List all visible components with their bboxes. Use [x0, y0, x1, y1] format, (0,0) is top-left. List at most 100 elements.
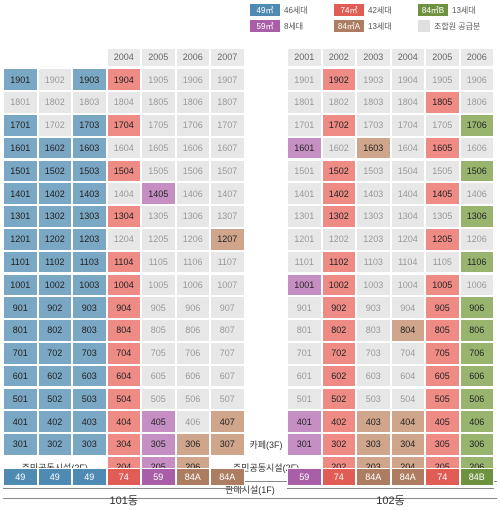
- unit-cell: 1601: [3, 136, 38, 160]
- unit-cell: 1603: [356, 136, 391, 160]
- unit-cell: 1904: [390, 68, 425, 92]
- divider: [287, 488, 494, 489]
- unit-cell: 503: [356, 387, 391, 411]
- unit-cell: 1105: [425, 250, 460, 274]
- unit-cell: 706: [459, 341, 494, 365]
- unit-cell: 1301: [287, 205, 322, 228]
- unit-cell: 1302: [321, 205, 356, 228]
- unit-cell: 502: [321, 387, 356, 411]
- unit-cell: 403: [356, 410, 391, 434]
- cafe-label: 카페(3F): [249, 439, 283, 450]
- unit-type-bar: 59: [141, 468, 176, 486]
- column-header: 2001: [287, 47, 322, 68]
- unit-cell: 1201: [3, 227, 38, 251]
- community-facility-101: 주민공동시설(2F): [3, 456, 107, 479]
- unit-cell: 1403: [72, 182, 107, 206]
- unit-cell: 306: [175, 433, 210, 456]
- unit-cell: 1004: [390, 273, 425, 297]
- unit-cell: 1506: [459, 159, 494, 183]
- unit-cell: 704: [106, 341, 141, 365]
- unit-type-bar: 74: [106, 468, 141, 486]
- unit-cell: 1002: [321, 273, 356, 297]
- unit-cell: 301: [3, 433, 38, 456]
- unit-cell: 907: [210, 296, 245, 320]
- unit-cell: 1004: [106, 273, 141, 297]
- unit-cell: 1506: [175, 159, 210, 183]
- unit-cell: 401: [287, 410, 322, 434]
- unit-cell: 1005: [425, 273, 460, 297]
- unit-cell: 1803: [356, 91, 391, 114]
- unit-cell: 805: [425, 319, 460, 342]
- unit-cell: 1001: [287, 273, 322, 297]
- unit-cell: 703: [356, 341, 391, 365]
- unit-cell: 1104: [390, 250, 425, 274]
- unit-cell: 1901: [3, 68, 38, 92]
- unit-cell: 904: [390, 296, 425, 320]
- unit-cell: 1305: [141, 205, 176, 228]
- unit-cell: 1604: [390, 136, 425, 160]
- unit-cell: 403: [72, 410, 107, 434]
- unit-cell: 1906: [175, 68, 210, 92]
- column-header: 2004: [106, 47, 141, 68]
- unit-cell: 1101: [3, 250, 38, 274]
- unit-cell: 1804: [390, 91, 425, 114]
- unit-cell: 1603: [72, 136, 107, 160]
- unit-cell: 506: [175, 387, 210, 411]
- unit-cell: 1104: [106, 250, 141, 274]
- unit-cell: 1704: [390, 113, 425, 137]
- unit-cell: 801: [3, 319, 38, 342]
- unit-cell: 1304: [390, 205, 425, 228]
- unit-cell: 705: [141, 341, 176, 365]
- legend-count: 조합원 공급분: [434, 21, 481, 31]
- unit-cell: 607: [210, 364, 245, 388]
- unit-cell: 1807: [210, 91, 245, 114]
- unit-cell: 1401: [3, 182, 38, 206]
- unit-cell: 1405: [141, 182, 176, 206]
- unit-cell: 1505: [425, 159, 460, 183]
- unit-cell: 603: [72, 364, 107, 388]
- unit-cell: 905: [141, 296, 176, 320]
- unit-cell: 702: [321, 341, 356, 365]
- unit-cell: 1206: [459, 227, 494, 251]
- unit-cell: 1903: [72, 68, 107, 92]
- unit-cell: 1703: [356, 113, 391, 137]
- unit-cell: 1604: [106, 136, 141, 160]
- unit-cell: 1702: [321, 113, 356, 137]
- unit-cell: 307: [210, 433, 245, 456]
- legend-swatch: 74㎡: [334, 4, 364, 16]
- unit-cell: 604: [106, 364, 141, 388]
- unit-cell: 1207: [210, 227, 245, 251]
- unit-cell: 1402: [37, 182, 72, 206]
- unit-cell: 1705: [141, 113, 176, 137]
- unit-cell: 1201: [287, 227, 322, 251]
- unit-cell: 401: [3, 410, 38, 434]
- unit-cell: 305: [141, 433, 176, 456]
- legend-item: 84㎡B 13세대: [418, 4, 476, 16]
- unit-cell: 406: [459, 410, 494, 434]
- unit-cell: 704: [390, 341, 425, 365]
- divider: [3, 488, 245, 489]
- legend-item: 49㎡ 46세대: [250, 4, 308, 16]
- unit-cell: 706: [175, 341, 210, 365]
- unit-cell: 902: [321, 296, 356, 320]
- unit-cell: 1401: [287, 182, 322, 206]
- unit-cell: 406: [175, 410, 210, 434]
- unit-cell: 301: [287, 433, 322, 456]
- unit-cell: 606: [175, 364, 210, 388]
- unit-cell: 501: [3, 387, 38, 411]
- unit-type-bar: 84A: [356, 468, 391, 486]
- unit-cell: 1202: [321, 227, 356, 251]
- unit-cell: 1002: [37, 273, 72, 297]
- unit-type-bar: 49: [37, 468, 72, 486]
- unit-cell: 801: [287, 319, 322, 342]
- unit-cell: 1602: [321, 136, 356, 160]
- column-header: 2004: [390, 47, 425, 68]
- unit-cell: 1901: [287, 68, 322, 92]
- building-name: 101동: [109, 495, 138, 507]
- unit-cell: 803: [72, 319, 107, 342]
- unit-cell: 1605: [141, 136, 176, 160]
- unit-cell: 705: [425, 341, 460, 365]
- unit-cell: 1206: [175, 227, 210, 251]
- unit-cell: 503: [72, 387, 107, 411]
- unit-cell: 1802: [37, 91, 72, 114]
